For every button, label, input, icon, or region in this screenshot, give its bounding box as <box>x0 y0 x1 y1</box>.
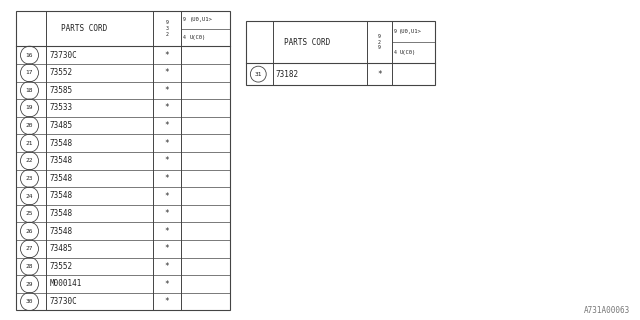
Text: U(C0): U(C0) <box>399 50 415 55</box>
Text: PARTS CORD: PARTS CORD <box>61 24 108 33</box>
Text: 23: 23 <box>26 176 33 181</box>
Text: 73548: 73548 <box>49 209 72 218</box>
Text: *: * <box>165 174 170 183</box>
Text: *: * <box>165 279 170 289</box>
Text: *: * <box>165 227 170 236</box>
Text: *: * <box>165 262 170 271</box>
Text: *: * <box>165 244 170 253</box>
Text: 73552: 73552 <box>49 262 72 271</box>
Text: 73548: 73548 <box>49 227 72 236</box>
Text: U(C0): U(C0) <box>189 35 206 40</box>
Text: A731A00063: A731A00063 <box>584 306 630 315</box>
Text: 18: 18 <box>26 88 33 93</box>
Text: 9
3
2: 9 3 2 <box>166 20 168 37</box>
Text: 73485: 73485 <box>49 121 72 130</box>
Bar <box>246 21 435 85</box>
Text: 73548: 73548 <box>49 191 72 201</box>
Text: 9
2
9: 9 2 9 <box>378 34 381 51</box>
Text: 4: 4 <box>394 50 397 55</box>
Text: 73585: 73585 <box>49 86 72 95</box>
Text: 4: 4 <box>183 35 186 40</box>
Text: PARTS CORD: PARTS CORD <box>284 38 330 47</box>
Text: *: * <box>165 191 170 201</box>
Text: *: * <box>165 103 170 113</box>
Text: 73533: 73533 <box>49 103 72 113</box>
Text: 20: 20 <box>26 123 33 128</box>
Text: 73548: 73548 <box>49 139 72 148</box>
Text: (U0,U1>: (U0,U1> <box>399 29 422 34</box>
Text: 73548: 73548 <box>49 174 72 183</box>
Text: 73182: 73182 <box>276 70 299 79</box>
Text: *: * <box>165 121 170 130</box>
Text: (U0,U1>: (U0,U1> <box>189 18 212 22</box>
Bar <box>16 11 230 310</box>
Text: *: * <box>165 209 170 218</box>
Text: 73730C: 73730C <box>49 297 77 306</box>
Text: 17: 17 <box>26 70 33 75</box>
Text: *: * <box>377 70 382 79</box>
Text: 73552: 73552 <box>49 68 72 77</box>
Text: 24: 24 <box>26 194 33 198</box>
Text: *: * <box>165 139 170 148</box>
Text: 16: 16 <box>26 53 33 58</box>
Text: 9: 9 <box>183 18 186 22</box>
Text: *: * <box>165 51 170 60</box>
Text: 73548: 73548 <box>49 156 72 165</box>
Text: *: * <box>165 68 170 77</box>
Text: 19: 19 <box>26 106 33 110</box>
Text: 28: 28 <box>26 264 33 269</box>
Text: 26: 26 <box>26 229 33 234</box>
Text: 9: 9 <box>394 29 397 34</box>
Text: 21: 21 <box>26 141 33 146</box>
Text: *: * <box>165 297 170 306</box>
Text: 29: 29 <box>26 282 33 286</box>
Text: M000141: M000141 <box>49 279 82 289</box>
Text: *: * <box>165 156 170 165</box>
Text: *: * <box>165 86 170 95</box>
Text: 73730C: 73730C <box>49 51 77 60</box>
Text: 30: 30 <box>26 299 33 304</box>
Text: 27: 27 <box>26 246 33 251</box>
Text: 22: 22 <box>26 158 33 163</box>
Text: 73485: 73485 <box>49 244 72 253</box>
Text: 25: 25 <box>26 211 33 216</box>
Text: 31: 31 <box>255 72 262 76</box>
